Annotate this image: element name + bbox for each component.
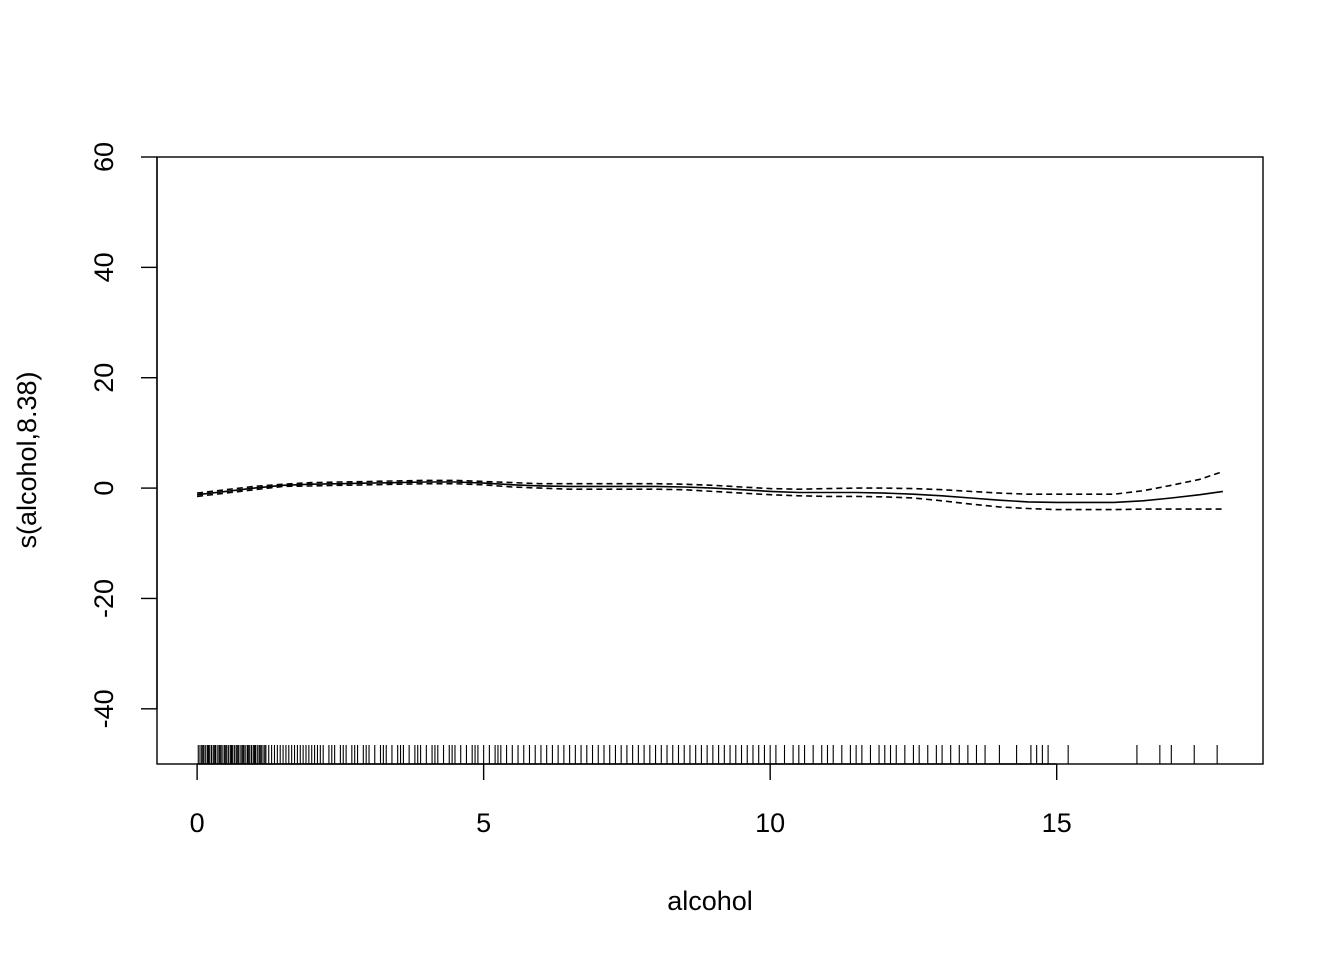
y-tick-label: 0 [89, 481, 119, 496]
y-tick-label: -40 [89, 689, 119, 728]
y-axis-label: s(alcohol,8.38) [12, 371, 42, 548]
y-tick-label: -20 [89, 579, 119, 618]
x-tick-label: 0 [190, 808, 205, 838]
y-tick-label: 40 [89, 252, 119, 282]
confidence-band-line [197, 470, 1224, 496]
x-tick-label: 5 [476, 808, 491, 838]
y-tick-label: 60 [89, 142, 119, 172]
x-axis-label: alcohol [667, 886, 753, 916]
y-tick-label: 20 [89, 363, 119, 393]
x-tick-label: 15 [1042, 808, 1072, 838]
confidence-band-line [197, 482, 1223, 511]
smooth-estimate-line [197, 481, 1224, 504]
smooth-lines [197, 470, 1224, 511]
rug-marks [197, 745, 1218, 764]
x-axis: 0 5 10 15 [190, 763, 1072, 838]
y-axis: -40 -20 0 20 40 60 [89, 142, 158, 728]
x-tick-label: 10 [755, 808, 785, 838]
